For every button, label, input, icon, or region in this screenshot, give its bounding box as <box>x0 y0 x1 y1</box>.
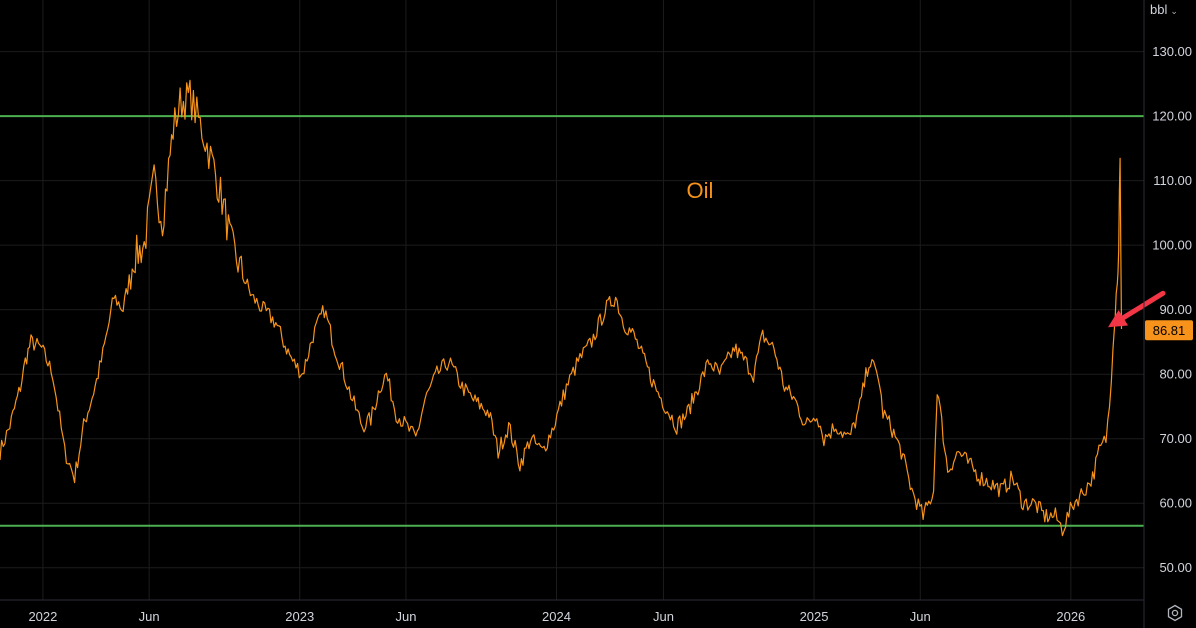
arrow-shaft <box>1120 290 1166 321</box>
last-price-box <box>1145 320 1193 341</box>
x-tick-label: Jun <box>395 609 416 624</box>
settings-icon[interactable] <box>1166 604 1184 622</box>
x-tick-label: 2026 <box>1056 609 1085 624</box>
last-price-label: 86.81 <box>1145 320 1193 341</box>
annotation-arrow <box>1108 290 1166 328</box>
x-tick-label: Jun <box>910 609 931 624</box>
y-tick-label: 110.00 <box>1153 173 1192 188</box>
chart-title: Oil <box>687 178 714 203</box>
series-line <box>0 79 1123 537</box>
x-tick-label: 2025 <box>800 609 829 624</box>
y-tick-label: 100.00 <box>1152 238 1192 253</box>
x-tick-label: 2024 <box>542 609 571 624</box>
time-axis[interactable]: 2022 Jun 2023 Jun 2024 Jun 2025 Jun 2026 <box>28 609 1085 624</box>
y-tick-label: 60.00 <box>1159 496 1192 511</box>
last-price-value: 86.81 <box>1153 323 1186 338</box>
unit-label: bbl <box>1150 2 1168 17</box>
y-tick-label: 80.00 <box>1159 367 1192 382</box>
x-tick-label: Jun <box>139 609 160 624</box>
y-tick-label: 90.00 <box>1159 302 1192 317</box>
chevron-down-icon: ⌄ <box>1170 6 1178 16</box>
arrow-head <box>1108 310 1129 328</box>
y-tick-label: 50.00 <box>1159 560 1192 575</box>
x-tick-label: 2023 <box>285 609 314 624</box>
x-tick-label: Jun <box>653 609 674 624</box>
price-axis[interactable]: 50.00 60.00 70.00 80.00 90.00 100.00 110.00 120… <box>1152 44 1192 575</box>
y-tick-label: 130.00 <box>1152 44 1192 59</box>
horizontal-levels <box>0 115 1144 527</box>
y-tick-label: 120.00 <box>1152 109 1192 124</box>
unit-selector[interactable]: bbl ⌄ <box>1146 0 1196 20</box>
y-tick-label: 70.00 <box>1159 431 1192 446</box>
x-tick-label: 2022 <box>28 609 57 624</box>
price-series <box>0 79 1123 537</box>
